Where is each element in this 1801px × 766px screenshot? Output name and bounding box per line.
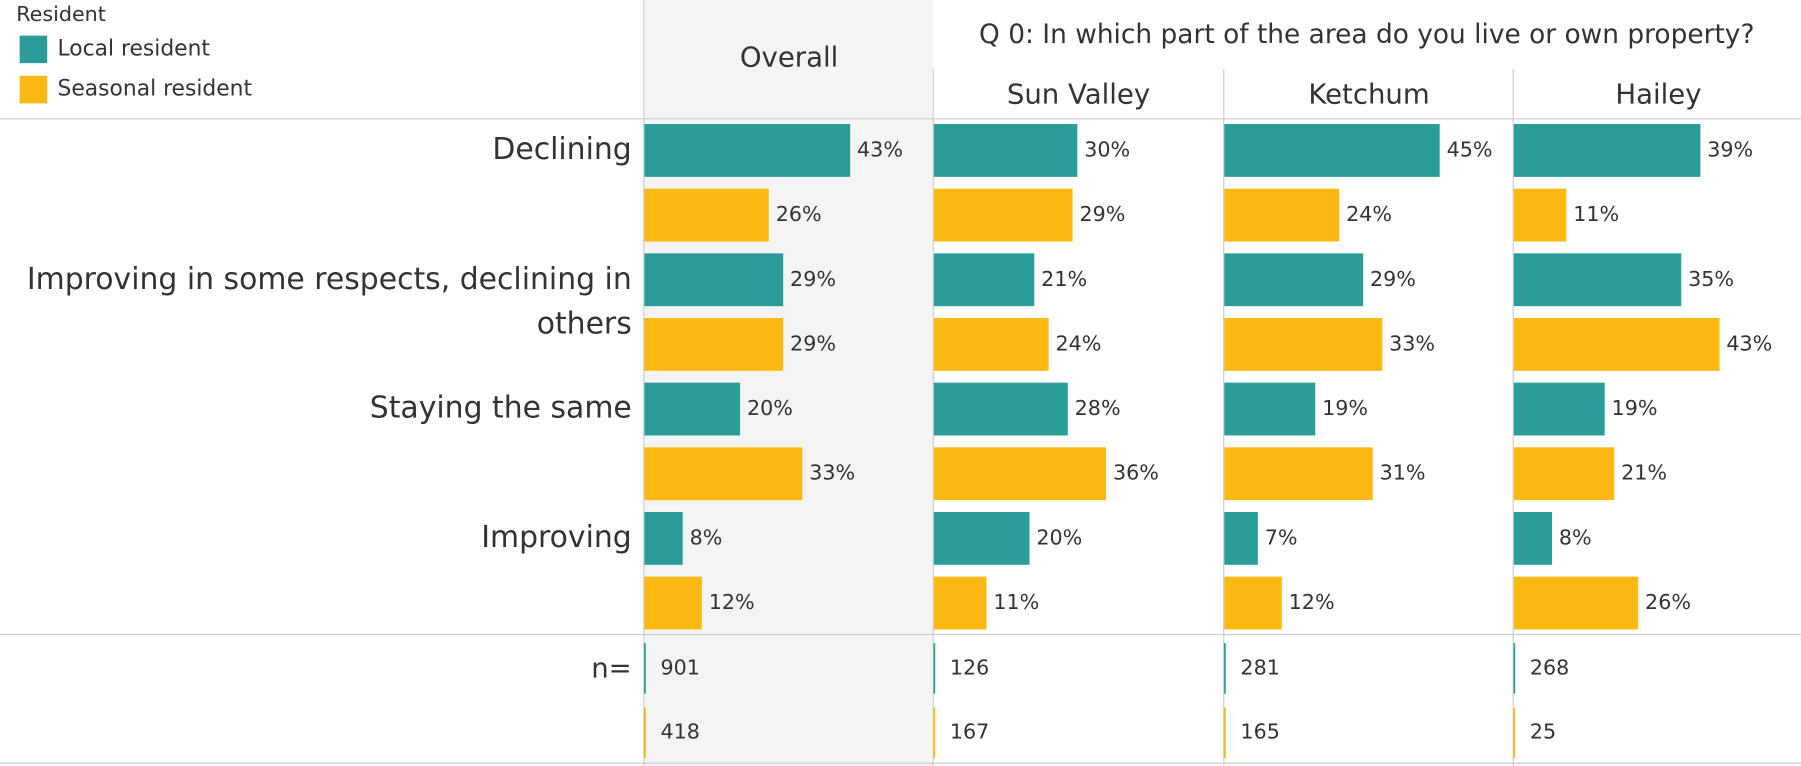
value-label: 45%	[1447, 137, 1493, 161]
value-label: 11%	[1573, 202, 1619, 226]
n-value: 126	[950, 655, 989, 679]
bar	[1224, 124, 1440, 177]
value-label: 11%	[993, 590, 1039, 614]
bar	[1224, 188, 1340, 242]
n-label: n=	[591, 653, 632, 685]
category-label: Staying the same	[370, 391, 632, 426]
bar	[1513, 447, 1615, 501]
bar	[1224, 253, 1364, 307]
bar	[644, 188, 769, 242]
bar	[933, 317, 1049, 371]
value-label: 21%	[1041, 267, 1087, 291]
bar	[1224, 447, 1373, 501]
bar	[644, 576, 702, 630]
value-label: 36%	[1113, 461, 1159, 485]
legend-swatch	[19, 35, 48, 64]
bar	[933, 188, 1073, 242]
legend-swatch	[19, 75, 48, 104]
n-value: 901	[660, 655, 699, 679]
value-label: 43%	[1726, 331, 1772, 355]
bar	[1224, 576, 1282, 630]
value-label: 8%	[1559, 525, 1592, 549]
value-label: 12%	[1289, 590, 1335, 614]
bar	[1513, 576, 1639, 630]
bar	[1513, 511, 1553, 565]
n-value: 268	[1530, 655, 1569, 679]
n-value: 167	[950, 720, 989, 744]
bar	[1224, 317, 1383, 371]
value-label: 20%	[1036, 525, 1082, 549]
bar	[644, 511, 683, 565]
value-label: 24%	[1346, 202, 1392, 226]
bar	[644, 447, 803, 501]
value-label: 19%	[1612, 396, 1658, 420]
column-title: Q 0: In which part of the area do you li…	[979, 19, 1754, 50]
n-value: 165	[1240, 720, 1279, 744]
category-label: Declining	[492, 132, 631, 167]
bar	[1513, 124, 1701, 177]
value-label: 12%	[709, 590, 755, 614]
bar	[1513, 382, 1605, 436]
value-label: 35%	[1688, 267, 1734, 291]
value-label: 26%	[776, 202, 822, 226]
bar	[1513, 317, 1720, 371]
value-label: 24%	[1056, 331, 1102, 355]
bar	[933, 124, 1078, 177]
bar	[644, 253, 784, 307]
value-label: 29%	[790, 331, 836, 355]
value-label: 39%	[1707, 137, 1753, 161]
legend-label: Seasonal resident	[58, 77, 253, 102]
category-label: Improving in some respects, declining in…	[27, 261, 632, 341]
value-label: 43%	[857, 137, 903, 161]
panel-header: Hailey	[1615, 78, 1701, 110]
panel-header: Ketchum	[1308, 78, 1429, 110]
value-label: 8%	[690, 525, 723, 549]
value-label: 7%	[1265, 525, 1298, 549]
bar	[1224, 511, 1258, 565]
bar	[933, 511, 1030, 565]
bar	[644, 124, 851, 177]
legend-title: Resident	[16, 2, 106, 26]
value-label: 21%	[1621, 461, 1667, 485]
panel-header: Sun Valley	[1007, 78, 1150, 110]
bar	[1513, 188, 1567, 242]
bar	[644, 317, 784, 371]
bar	[933, 253, 1035, 307]
bar	[933, 576, 987, 630]
value-label: 31%	[1380, 461, 1426, 485]
value-label: 19%	[1322, 396, 1368, 420]
value-label: 26%	[1645, 590, 1691, 614]
bar	[933, 382, 1068, 436]
bar	[1224, 382, 1316, 436]
value-label: 29%	[1079, 202, 1125, 226]
category-label: Improving	[481, 520, 632, 555]
bar	[933, 447, 1107, 501]
value-label: 28%	[1075, 396, 1121, 420]
value-label: 33%	[809, 461, 855, 485]
n-value: 25	[1530, 720, 1556, 744]
n-value: 281	[1240, 655, 1279, 679]
panel-header: Overall	[740, 42, 838, 74]
n-value: 418	[660, 720, 699, 744]
bar	[644, 382, 741, 436]
value-label: 29%	[790, 267, 836, 291]
legend-label: Local resident	[58, 36, 211, 61]
value-label: 30%	[1084, 137, 1130, 161]
bar	[1513, 253, 1682, 307]
value-label: 29%	[1370, 267, 1416, 291]
value-label: 33%	[1389, 331, 1435, 355]
value-label: 20%	[747, 396, 793, 420]
